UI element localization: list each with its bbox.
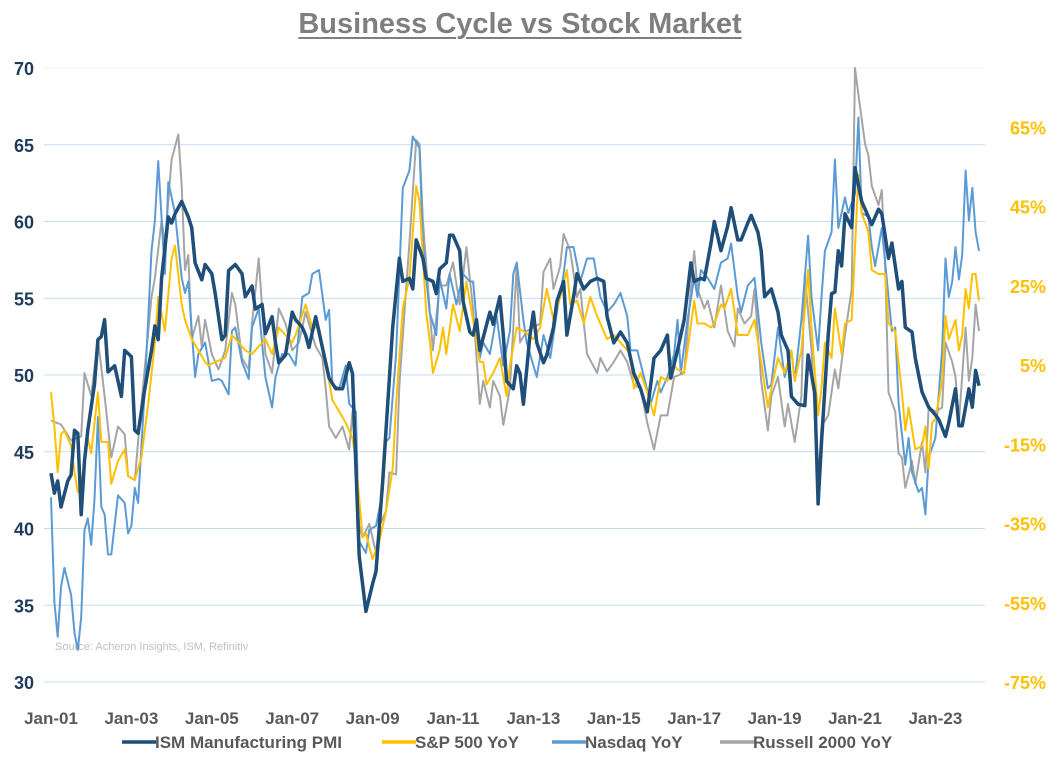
legend-item: Russell 2000 YoY bbox=[720, 733, 893, 752]
right-tick-label: -75% bbox=[1004, 673, 1046, 693]
legend: ISM Manufacturing PMI S&P 500 YoY Nasdaq Y… bbox=[122, 733, 893, 752]
legend-item: ISM Manufacturing PMI bbox=[122, 733, 342, 752]
legend-label: Nasdaq YoY bbox=[585, 733, 683, 752]
x-tick-label: Jan-15 bbox=[587, 709, 641, 728]
x-tick-label: Jan-05 bbox=[185, 709, 239, 728]
right-tick-label: 5% bbox=[1020, 356, 1046, 376]
left-tick-label: 50 bbox=[14, 366, 34, 386]
right-tick-label: 45% bbox=[1010, 198, 1046, 218]
x-tick-label: Jan-21 bbox=[828, 709, 882, 728]
right-tick-label: -35% bbox=[1004, 515, 1046, 535]
x-tick-label: Jan-03 bbox=[104, 709, 158, 728]
source-note: Source: Acheron Insights, ISM, Refinitiv bbox=[55, 641, 249, 653]
left-axis-ticks: 30 35 40 45 50 55 60 65 70 bbox=[14, 59, 34, 693]
left-tick-label: 45 bbox=[14, 443, 34, 463]
left-tick-label: 60 bbox=[14, 213, 34, 233]
legend-label: S&P 500 YoY bbox=[415, 733, 520, 752]
x-tick-label: Jan-09 bbox=[346, 709, 400, 728]
x-tick-label: Jan-23 bbox=[908, 709, 962, 728]
series-lines bbox=[49, 67, 981, 651]
right-tick-label: 65% bbox=[1010, 118, 1046, 138]
left-tick-label: 30 bbox=[14, 673, 34, 693]
x-tick-label: Jan-11 bbox=[427, 709, 480, 728]
x-tick-label: Jan-17 bbox=[667, 709, 721, 728]
x-tick-label: Jan-13 bbox=[506, 709, 560, 728]
left-tick-label: 65 bbox=[14, 136, 34, 156]
left-tick-label: 55 bbox=[14, 289, 34, 309]
right-tick-label: -15% bbox=[1004, 435, 1046, 455]
legend-label: Russell 2000 YoY bbox=[753, 733, 893, 752]
x-tick-label: Jan-07 bbox=[265, 709, 319, 728]
x-axis-ticks: Jan-01 Jan-03 Jan-05 Jan-07 Jan-09 Jan-11 Jan-… bbox=[24, 709, 962, 728]
left-tick-label: 40 bbox=[14, 520, 34, 540]
series-line-s-p-500-yoy bbox=[50, 173, 980, 561]
left-tick-label: 70 bbox=[14, 59, 34, 79]
left-tick-label: 35 bbox=[14, 596, 34, 616]
series-line-ism-manufacturing-pmi bbox=[49, 166, 981, 614]
legend-item: S&P 500 YoY bbox=[382, 733, 520, 752]
chart-title: Business Cycle vs Stock Market bbox=[0, 8, 1040, 41]
right-tick-label: 25% bbox=[1010, 277, 1046, 297]
legend-label: ISM Manufacturing PMI bbox=[155, 733, 342, 752]
x-tick-label: Jan-19 bbox=[748, 709, 802, 728]
x-tick-label: Jan-01 bbox=[24, 709, 78, 728]
legend-item: Nasdaq YoY bbox=[552, 733, 683, 752]
right-axis-ticks: -75% -55% -35% -15% 5% 25% 45% 65% bbox=[1004, 118, 1046, 693]
chart-title-text: Business Cycle vs Stock Market bbox=[298, 8, 742, 40]
right-tick-label: -55% bbox=[1004, 594, 1046, 614]
